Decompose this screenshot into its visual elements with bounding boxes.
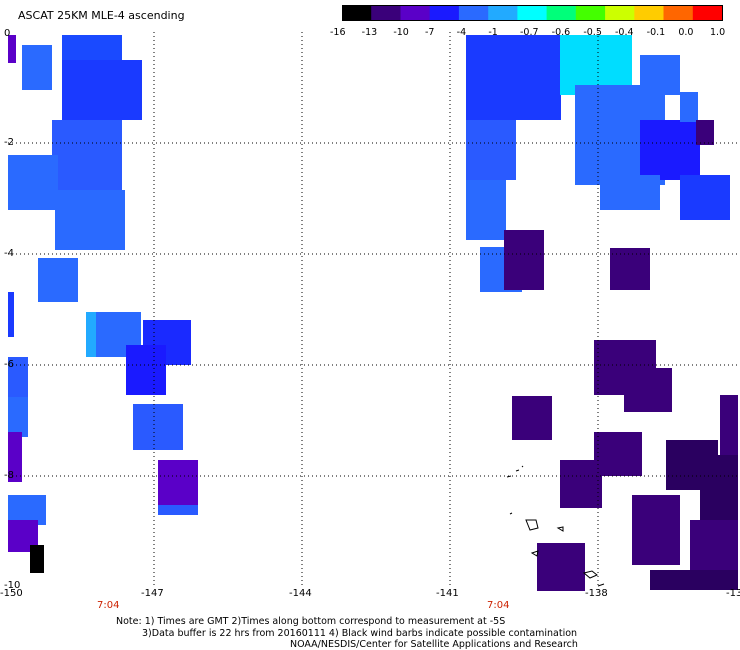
data-cell [624,368,672,412]
time-label-2: 7:04 [487,600,510,611]
y-tick-label: -10 [4,580,21,591]
x-tick-label: -138 [585,588,608,599]
colorbar-label: -7 [425,27,435,38]
y-tick-label: -6 [4,359,14,370]
data-cell [560,460,602,508]
x-tick-label: -150 [0,588,23,599]
data-cell [632,495,680,565]
time-label-1: 7:04 [97,600,120,611]
data-cells [8,35,738,591]
x-tick-label: -144 [289,588,312,599]
data-cell [8,155,58,210]
note-line-3: NOAA/NESDIS/Center for Satellite Applica… [290,639,578,650]
colorbar-label: -0.5 [583,27,602,38]
colorbar-label: -10 [393,27,409,38]
data-cell [8,432,22,482]
data-cell [600,175,660,210]
data-cell [158,460,198,510]
data-cell [466,35,561,120]
data-cell [38,258,78,302]
colorbar-swatch [400,5,431,21]
colorbar-swatch [575,5,606,21]
colorbar-label: -0.6 [551,27,571,38]
data-cell [62,35,122,60]
colorbar-label: 0.0 [678,27,694,38]
data-cell [680,175,730,220]
data-cell [126,345,166,395]
data-cell [55,190,125,250]
y-tick-label: -4 [4,248,14,259]
data-cell [650,570,738,590]
data-cell [700,455,738,525]
colorbar-swatch [371,5,401,21]
colorbar-label: -0.4 [615,27,634,38]
grid-lines [8,32,738,588]
data-cell [133,404,183,450]
data-cell [30,545,44,573]
data-cell [62,60,142,120]
colorbar-swatch [342,5,372,21]
x-tick-label: -141 [436,588,459,599]
data-cell [466,180,506,240]
x-tick-label: -13 [726,588,740,599]
colorbar-label: -0.1 [646,27,666,38]
colorbar-swatch [546,5,577,21]
note-line-2: 3)Data buffer is 22 hrs from 20160111 4)… [142,628,578,639]
data-cell [640,55,680,95]
data-cell [86,312,98,357]
colorbar-label: -16 [330,27,346,38]
data-cell [537,543,585,591]
y-tick-label: -2 [4,137,14,148]
colorbar-swatch [458,5,489,21]
colorbar-swatch [634,5,665,21]
data-cell [504,230,544,290]
data-cell [466,120,516,180]
y-tick-label: 0 [4,28,11,39]
data-cell [8,35,16,63]
colorbar-label: 1.0 [710,27,726,38]
colorbar-swatch [692,5,723,21]
y-tick-label: -8 [4,470,14,481]
data-cell [680,92,698,122]
data-cell [696,120,714,145]
data-cell [8,397,28,437]
data-cell [158,505,198,515]
data-cell [8,292,14,337]
colorbar-swatch [488,5,518,21]
map-title: ASCAT 25KM MLE-4 ascending [18,9,185,22]
data-cell [22,45,52,90]
note-line-1: Note: 1) Times are GMT 2)Times along bot… [116,616,506,627]
island-outlines [506,465,605,587]
x-tick-label: -147 [141,588,164,599]
colorbar-swatch [663,5,694,21]
data-cell [512,396,552,440]
data-cell [8,357,28,397]
colorbar [342,5,723,21]
colorbar-label: -13 [361,27,378,38]
data-cell [720,395,738,455]
colorbar-swatch [605,5,635,21]
colorbar-label: -1 [488,27,498,38]
data-cell [52,120,122,190]
colorbar-swatch [429,5,460,21]
data-cell [640,120,700,180]
colorbar-label: -4 [456,27,467,38]
colorbar-swatch [517,5,548,21]
data-cell [610,248,650,290]
colorbar-label: -0.7 [520,27,539,38]
